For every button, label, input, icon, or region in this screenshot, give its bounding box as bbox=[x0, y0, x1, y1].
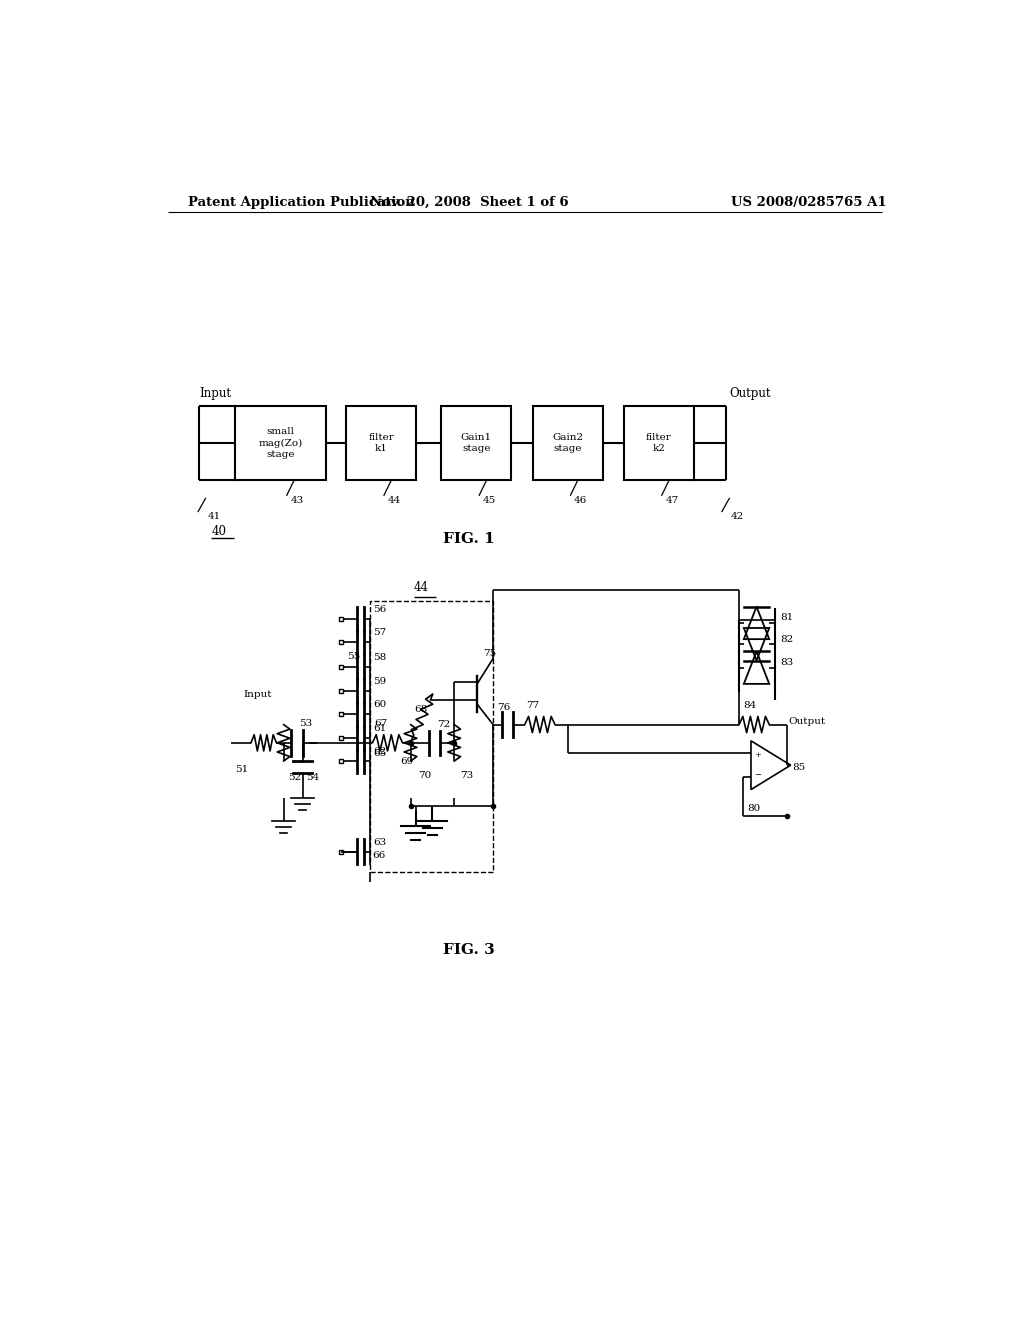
Text: 65: 65 bbox=[373, 748, 386, 758]
Bar bbox=[624, 407, 694, 479]
Bar bbox=[441, 407, 511, 479]
Text: 62: 62 bbox=[373, 747, 386, 756]
Text: 61: 61 bbox=[373, 723, 386, 733]
Text: 70: 70 bbox=[419, 771, 432, 780]
Text: Output: Output bbox=[788, 717, 825, 726]
Text: 67: 67 bbox=[374, 718, 387, 727]
Bar bbox=[532, 407, 602, 479]
Bar bbox=[346, 407, 416, 479]
Text: 77: 77 bbox=[526, 701, 540, 710]
Bar bbox=[370, 601, 494, 873]
Bar bbox=[236, 407, 327, 479]
Text: 63: 63 bbox=[373, 837, 386, 846]
Text: 44: 44 bbox=[414, 581, 429, 594]
Text: Input: Input bbox=[243, 690, 271, 700]
Text: 80: 80 bbox=[748, 804, 760, 813]
Text: Nov. 20, 2008  Sheet 1 of 6: Nov. 20, 2008 Sheet 1 of 6 bbox=[370, 195, 568, 209]
Text: Patent Application Publication: Patent Application Publication bbox=[187, 195, 415, 209]
Text: 69: 69 bbox=[400, 758, 413, 766]
Text: FIG. 3: FIG. 3 bbox=[443, 942, 496, 957]
Text: 73: 73 bbox=[461, 771, 474, 780]
Text: 85: 85 bbox=[793, 763, 806, 772]
Text: 40: 40 bbox=[211, 525, 226, 539]
Text: 66: 66 bbox=[373, 850, 386, 859]
Text: Gain1
stage: Gain1 stage bbox=[461, 433, 492, 453]
Text: FIG. 1: FIG. 1 bbox=[443, 532, 496, 546]
Text: 41: 41 bbox=[207, 512, 220, 521]
Text: −: − bbox=[754, 771, 761, 779]
Text: 44: 44 bbox=[388, 496, 401, 504]
Text: 45: 45 bbox=[483, 496, 497, 504]
Text: 72: 72 bbox=[436, 719, 450, 729]
Text: 54: 54 bbox=[306, 774, 319, 783]
Text: filter
k1: filter k1 bbox=[369, 433, 394, 453]
Text: small
mag(Zo)
stage: small mag(Zo) stage bbox=[259, 426, 303, 459]
Text: 60: 60 bbox=[373, 701, 386, 709]
Text: Gain2
stage: Gain2 stage bbox=[552, 433, 584, 453]
Text: 75: 75 bbox=[483, 649, 497, 659]
Text: Input: Input bbox=[200, 387, 231, 400]
Text: 84: 84 bbox=[743, 701, 757, 710]
Text: 68: 68 bbox=[415, 705, 428, 714]
Text: 82: 82 bbox=[780, 635, 794, 644]
Text: 47: 47 bbox=[666, 496, 679, 504]
Text: 58: 58 bbox=[373, 652, 386, 661]
Text: 53: 53 bbox=[299, 718, 312, 727]
Text: filter
k2: filter k2 bbox=[646, 433, 672, 453]
Text: 43: 43 bbox=[291, 496, 304, 504]
Text: +: + bbox=[754, 751, 761, 759]
Text: US 2008/0285765 A1: US 2008/0285765 A1 bbox=[731, 195, 887, 209]
Text: 57: 57 bbox=[373, 628, 386, 638]
Text: 46: 46 bbox=[574, 496, 588, 504]
Text: 76: 76 bbox=[497, 704, 510, 713]
Text: 83: 83 bbox=[780, 659, 794, 667]
Text: 81: 81 bbox=[780, 614, 794, 622]
Text: 51: 51 bbox=[236, 766, 249, 775]
Text: 59: 59 bbox=[373, 677, 386, 686]
Text: 52: 52 bbox=[289, 774, 301, 783]
Text: Output: Output bbox=[729, 387, 771, 400]
Text: 56: 56 bbox=[373, 605, 386, 614]
Text: 42: 42 bbox=[731, 512, 744, 521]
Text: 55: 55 bbox=[347, 652, 360, 661]
